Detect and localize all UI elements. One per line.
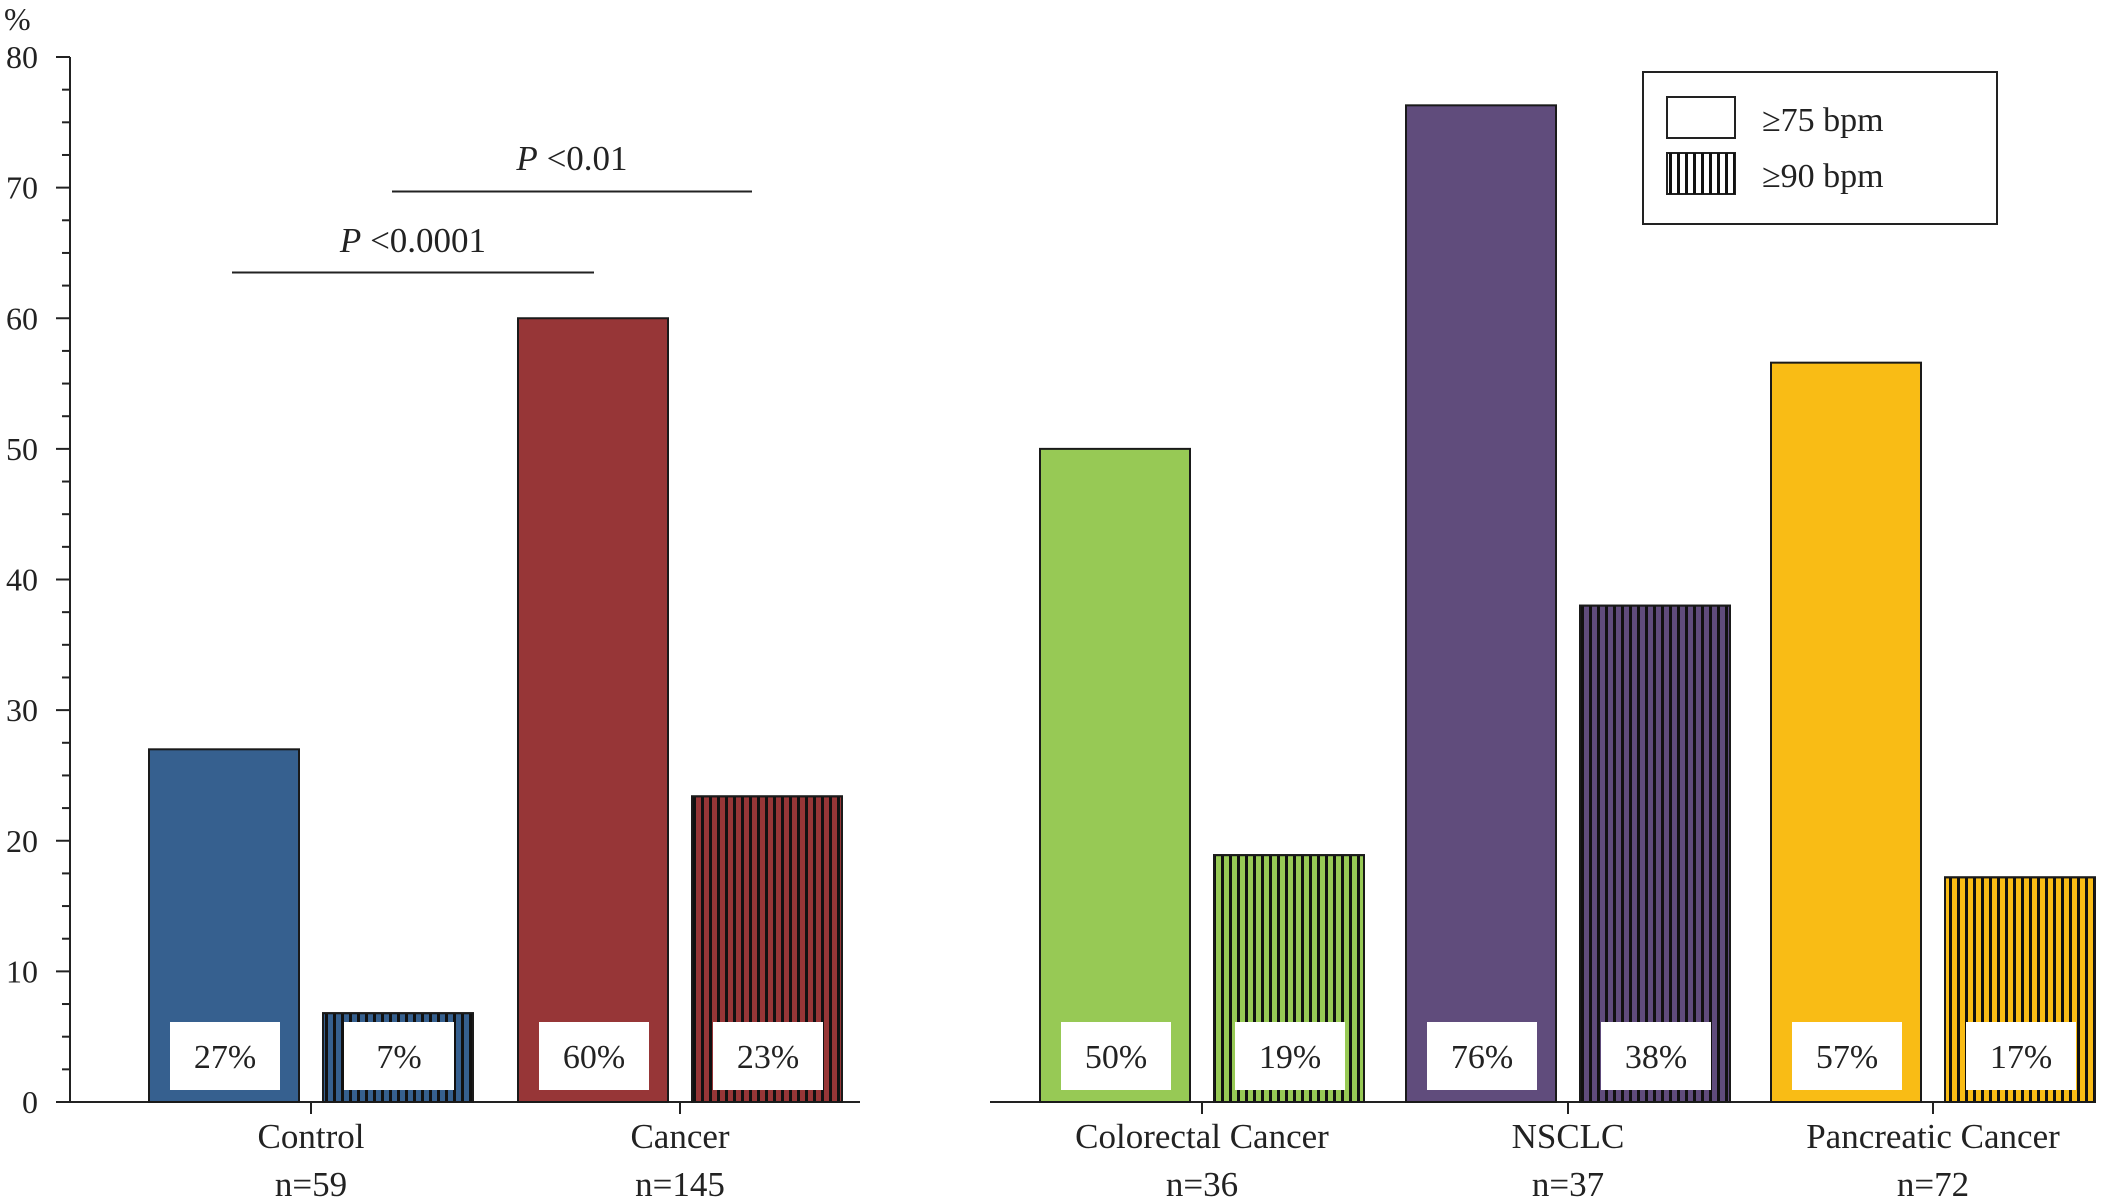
bar-pancreatic-cancer-75bpm [1770,361,1922,1104]
bar-outline [1944,876,2096,1104]
data-label-box [1427,1022,1537,1090]
x-tick-label: Pancreatic Cancer [1806,1117,2060,1156]
significance-label: P <0.01 [515,139,627,178]
data-label: 17% [1990,1039,2052,1076]
x-tick-sublabel: n=72 [1897,1165,1969,1204]
data-label-box [713,1022,823,1090]
bar-outline [691,795,843,1104]
legend-label: ≥75 bpm [1762,102,1884,139]
bar-outline [1579,604,1731,1103]
x-tick-sublabel: n=145 [635,1165,725,1204]
y-axis-label: % [4,1,31,37]
bar-nsclc-75bpm [1405,104,1557,1104]
bar-stripe-overlay [1580,605,1730,1102]
legend-box [1642,71,1998,225]
legend-swatch-solid [1666,96,1736,139]
data-label: 38% [1625,1039,1687,1076]
x-tick-label: Colorectal Cancer [1075,1117,1329,1156]
data-label-box [344,1022,454,1090]
p-value: <0.0001 [361,221,486,260]
data-label-box [1235,1022,1345,1090]
y-tick-label: 80 [6,39,38,75]
legend-swatch-stripes [1667,153,1735,194]
y-tick-label: 50 [6,431,38,467]
y-tick-label: 60 [6,300,38,336]
data-label-box [1792,1022,1902,1090]
data-label: 60% [563,1039,625,1076]
bar-outline [322,1012,474,1103]
x-tick-label: Control [258,1117,365,1156]
bars: 27% 7% 60% 23% 50% 19% 76% 38% 57% 17% [148,104,2096,1104]
data-label: 76% [1451,1039,1513,1076]
p-value: <0.01 [538,139,628,178]
y-tick-label: 20 [6,823,38,859]
bar-colorectal-cancer-75bpm [1039,447,1191,1103]
p-symbol: P [339,221,361,260]
data-label-box [170,1022,280,1090]
x-tick-sublabel: n=37 [1532,1165,1604,1204]
data-label: 23% [737,1039,799,1076]
data-label: 50% [1085,1039,1147,1076]
y-tick-label: 30 [6,692,38,728]
legend-label: ≥90 bpm [1762,158,1884,195]
data-label: 27% [194,1039,256,1076]
y-tick-label: 70 [6,170,38,206]
data-label-box [1061,1022,1171,1090]
data-label: 57% [1816,1039,1878,1076]
x-tick-sublabel: n=59 [275,1165,347,1204]
p-symbol: P [515,139,537,178]
data-label-box [1966,1022,2076,1090]
legend: ≥75 bpm ≥90 bpm [1642,71,1998,225]
data-label: 7% [376,1039,421,1076]
bar-outline [1213,854,1365,1104]
axes: 0 10 20 30 40 50 60 70 80% Control n=59 Cancer n=145… [4,1,2095,1204]
significance-label: P <0.0001 [339,221,486,260]
y-tick-label: 40 [6,562,38,598]
x-tick-label: Cancer [630,1117,729,1156]
x-tick-label: NSCLC [1512,1117,1625,1156]
x-tick-sublabel: n=36 [1166,1165,1238,1204]
data-label: 19% [1259,1039,1321,1076]
y-tick-label: 10 [6,953,38,989]
data-label-box [1601,1022,1711,1090]
bar-cancer-75bpm [517,317,669,1103]
data-label-box [539,1022,649,1090]
y-tick-label: 0 [22,1084,38,1120]
